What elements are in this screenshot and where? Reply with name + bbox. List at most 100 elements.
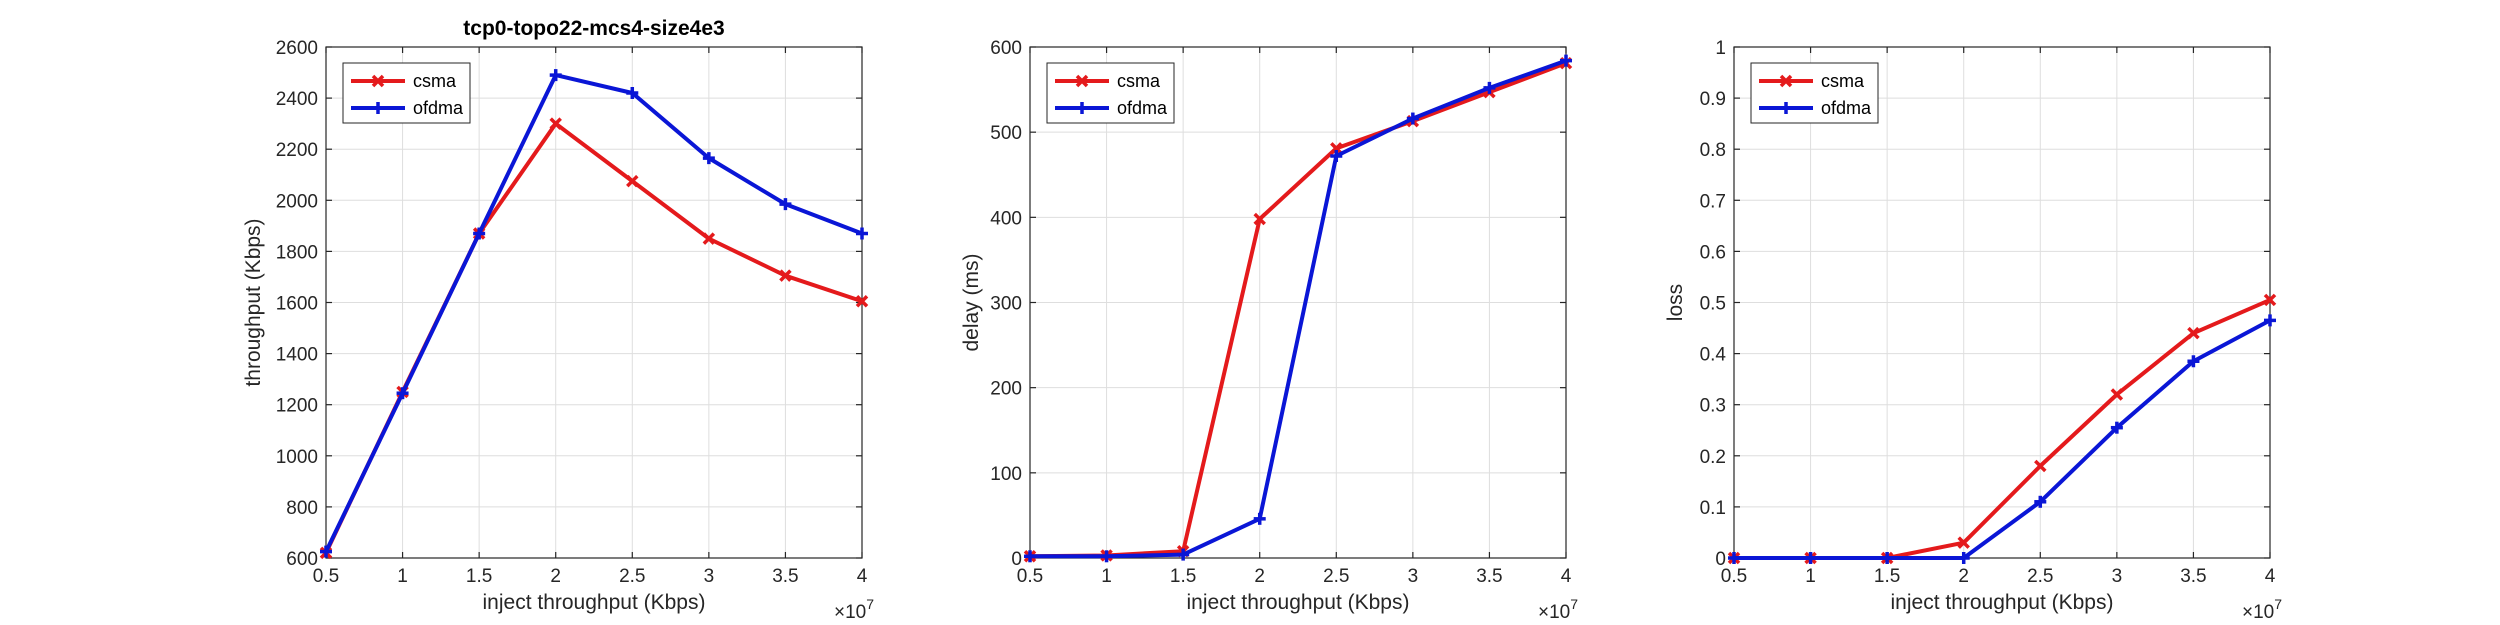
data-point-ofdma <box>856 227 868 240</box>
data-point-ofdma <box>473 227 486 240</box>
legend: csma ofdma <box>1750 62 1879 124</box>
data-point-ofdma <box>2110 421 2123 434</box>
legend-label-ofdma: ofdma <box>1117 98 1168 118</box>
x-exponent-base: ×10 <box>1538 602 1570 623</box>
y-tick-label: 0.9 <box>1700 89 1726 110</box>
y-tick-label: 100 <box>990 464 1022 485</box>
x-exponent-base: ×10 <box>834 602 866 623</box>
data-point-ofdma <box>702 152 715 165</box>
series-line-csma <box>324 121 863 554</box>
y-tick-label: 1000 <box>276 447 318 468</box>
x-tick-label: 1.5 <box>466 566 492 587</box>
data-point-ofdma <box>1560 54 1572 67</box>
data-point-csma <box>549 117 562 130</box>
x-tick-label: 0.5 <box>1017 566 1043 587</box>
data-point-csma <box>2263 293 2277 307</box>
data-point-ofdma <box>2034 495 2047 508</box>
x-tick-label: 0.5 <box>1721 566 1747 587</box>
y-tick-label: 300 <box>990 294 1022 315</box>
x-exponent-label: ×107 <box>2242 596 2282 623</box>
y-tick-label: 0.6 <box>1700 242 1726 263</box>
y-axis-label: throughput (Kbps) <box>242 218 265 386</box>
y-axis-label: delay (ms) <box>960 253 983 351</box>
series-line-ofdma <box>1734 318 2271 560</box>
marker-stroke <box>855 294 869 308</box>
legend-label-csma: csma <box>1117 71 1161 91</box>
x-axis-label: inject throughput (Kbps) <box>1187 591 1410 614</box>
x-tick-label: 1 <box>397 566 408 587</box>
y-tick-label: 1 <box>1715 38 1726 59</box>
x-tick-label: 4 <box>857 566 868 587</box>
x-tick-label: 1.5 <box>1874 566 1900 587</box>
data-point-ofdma <box>1881 552 1894 564</box>
x-tick-label: 1 <box>1101 566 1112 587</box>
x-exponent-power: 7 <box>866 596 874 612</box>
data-point-csma <box>2110 388 2124 401</box>
y-tick-label: 0 <box>1715 549 1726 570</box>
data-point-csma <box>702 232 716 245</box>
data-point-ofdma <box>396 387 409 400</box>
marker-stroke <box>1330 142 1343 155</box>
legend-marker-csma <box>1779 74 1793 88</box>
legend-box <box>1750 62 1879 124</box>
x-tick-label: 4 <box>2265 566 2276 587</box>
data-point-csma <box>626 174 639 188</box>
x-tick-label: 1 <box>1805 566 1816 587</box>
chart-panel-3: 0.5 1 1.5 2 2.5 3 3.5 4 0 0.1 0.2 0.3 0.4 0.5 0.6 0.7 0.… <box>1664 38 2282 623</box>
data-point-ofdma <box>1330 150 1343 163</box>
y-tick-label: 1200 <box>276 396 318 417</box>
data-point-ofdma <box>1406 112 1419 125</box>
x-tick-label: 3 <box>2112 566 2123 587</box>
legend: csma ofdma <box>1046 62 1175 124</box>
data-point-ofdma <box>1728 552 1740 564</box>
data-point-csma <box>2034 459 2047 473</box>
data-point-ofdma <box>1177 548 1190 561</box>
x-tick-label: 2 <box>550 566 561 587</box>
x-tick-label: 2.5 <box>2027 566 2053 587</box>
legend-marker-csma <box>1075 74 1089 88</box>
marker-stroke <box>2187 326 2200 340</box>
marker-stroke <box>626 174 639 188</box>
series-line-ofdma <box>324 73 863 553</box>
data-point-csma <box>1957 536 1970 549</box>
x-axis-label: inject throughput (Kbps) <box>1891 591 2114 614</box>
marker-stroke <box>1957 536 1970 549</box>
y-tick-label: 2000 <box>276 191 318 212</box>
data-point-ofdma <box>1253 512 1266 525</box>
y-axis-label: loss <box>1664 284 1687 321</box>
series-line-csma <box>1029 61 1567 559</box>
series-line-ofdma <box>1030 58 1567 559</box>
x-exponent-label: ×107 <box>834 596 874 623</box>
legend-box <box>1046 62 1175 124</box>
data-point-ofdma <box>1024 550 1036 563</box>
y-tick-label: 1800 <box>276 242 318 263</box>
y-tick-label: 2200 <box>276 140 318 161</box>
y-tick-label: 0.8 <box>1700 140 1726 161</box>
legend-label-csma: csma <box>413 71 457 91</box>
y-tick-label: 800 <box>286 498 318 519</box>
y-tick-label: 200 <box>990 379 1022 400</box>
y-tick-label: 0.1 <box>1700 498 1726 519</box>
x-tick-label: 0.5 <box>313 566 339 587</box>
legend-label-csma: csma <box>1821 71 1865 91</box>
marker-stroke <box>779 269 792 282</box>
data-point-csma <box>1330 142 1343 155</box>
y-tick-label: 0.3 <box>1700 396 1726 417</box>
chart-panel-2: 0.5 1 1.5 2 2.5 3 3.5 4 0 100 200 300 400 500 600 ×107 i… <box>960 38 1578 623</box>
data-point-ofdma <box>1957 552 1970 564</box>
x-tick-label: 2 <box>1958 566 1969 587</box>
y-tick-label: 0.2 <box>1700 447 1726 468</box>
y-tick-label: 600 <box>286 549 318 570</box>
marker-stroke <box>2034 459 2047 473</box>
data-point-ofdma <box>779 198 792 211</box>
y-tick-label: 400 <box>990 208 1022 229</box>
data-point-csma <box>855 294 869 308</box>
x-tick-label: 3.5 <box>2180 566 2206 587</box>
y-tick-label: 2400 <box>276 89 318 110</box>
y-tick-label: 0.4 <box>1700 345 1727 366</box>
legend-box <box>342 62 471 124</box>
y-tick-label: 0 <box>1011 549 1022 570</box>
marker-stroke <box>1253 212 1266 226</box>
data-point-ofdma <box>1100 550 1113 563</box>
